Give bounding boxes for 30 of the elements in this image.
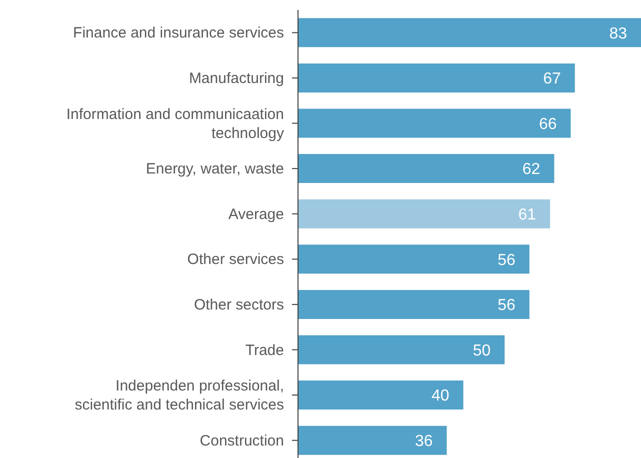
data-label: 56 bbox=[498, 252, 516, 269]
bar bbox=[298, 426, 447, 455]
data-label: 56 bbox=[498, 297, 516, 314]
bar bbox=[298, 154, 554, 184]
data-label: 66 bbox=[538, 116, 557, 133]
y-tick-label: Average bbox=[228, 205, 284, 222]
bar bbox=[298, 335, 505, 364]
bar bbox=[298, 63, 575, 92]
data-label: 36 bbox=[414, 433, 433, 450]
bar bbox=[298, 380, 464, 410]
y-tick-label: Other sectors bbox=[194, 296, 284, 313]
bar bbox=[298, 199, 550, 228]
data-label: 62 bbox=[522, 161, 540, 178]
bar bbox=[298, 18, 641, 48]
bar bbox=[298, 244, 530, 274]
y-tick-label: Information and communicaation technology bbox=[66, 105, 284, 142]
y-tick-label: Manufacturing bbox=[188, 69, 284, 86]
y-tick-label: Finance and insurance services bbox=[73, 24, 284, 42]
y-tick-label: Other services bbox=[187, 250, 284, 268]
data-label: 61 bbox=[518, 206, 536, 224]
y-tick-label: Trade bbox=[245, 341, 284, 358]
data-label: 67 bbox=[543, 70, 561, 88]
data-label: 83 bbox=[609, 25, 628, 42]
y-tick-label: Construction bbox=[200, 432, 284, 449]
y-tick-label: Energy, water, waste bbox=[146, 160, 284, 178]
data-label: 50 bbox=[472, 342, 491, 360]
data-label: 40 bbox=[432, 388, 450, 405]
bar bbox=[298, 290, 530, 319]
bar bbox=[298, 108, 571, 138]
y-tick-label: Independen professional, scientific and technical services bbox=[74, 377, 284, 414]
